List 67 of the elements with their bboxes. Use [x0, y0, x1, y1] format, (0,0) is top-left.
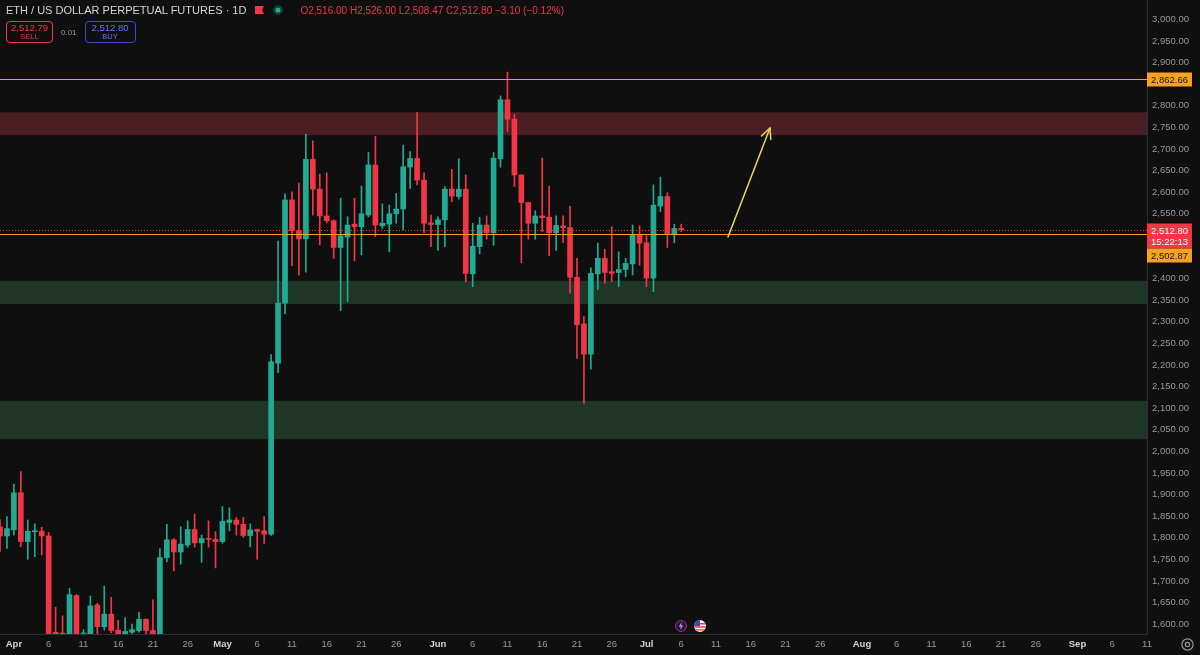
x-tick-label: 26	[814, 638, 826, 650]
x-tick-label: 6	[470, 638, 476, 650]
y-tick-label: 2,100.00	[1152, 401, 1189, 413]
ref-line-label: 2,502.87	[1151, 249, 1188, 261]
x-tick-label: Aug	[852, 638, 872, 650]
x-tick-label: 11	[287, 638, 297, 650]
y-tick-label: 2,950.00	[1152, 34, 1189, 46]
x-tick-label: 21	[356, 638, 367, 650]
y-tick-label: 1,700.00	[1152, 574, 1189, 586]
x-tick-label: 16	[960, 638, 972, 650]
x-tick-label: 16	[112, 638, 124, 650]
y-tick-label: 2,000.00	[1152, 444, 1189, 456]
x-tick-label: 26	[182, 638, 193, 650]
x-tick-label: 11	[502, 638, 513, 650]
x-tick-label: 21	[780, 638, 791, 650]
x-tick-label: 11	[78, 638, 89, 650]
x-tick-label: 11	[1142, 638, 1152, 650]
y-tick-label: 1,600.00	[1152, 617, 1189, 629]
x-tick-label: 6	[46, 638, 52, 650]
y-tick-label: 2,650.00	[1152, 164, 1189, 176]
y-tick-label: 2,800.00	[1152, 99, 1189, 111]
y-tick-label: 1,950.00	[1152, 466, 1189, 478]
x-tick-label: 26	[390, 638, 402, 650]
y-tick-label: 1,900.00	[1152, 488, 1189, 500]
y-tick-label: 2,350.00	[1152, 293, 1189, 305]
chart-subtitle: O2,516.00 H2,526.00 L2,508.47 C2,512.80 −3.10 (−0.12%)	[300, 4, 564, 16]
y-tick-label: 3,000.00	[1152, 13, 1189, 25]
annotation: 2,512.79	[11, 22, 48, 33]
x-tick-label: 21	[571, 638, 583, 650]
y-tick-label: 2,550.00	[1152, 207, 1189, 219]
y-tick-label: 2,600.00	[1152, 185, 1189, 197]
y-tick-label: 2,250.00	[1152, 336, 1189, 348]
annotation: 2,512.80	[91, 22, 129, 33]
chart-title: ETH / US DOLLAR PERPETUAL FUTURES · 1D	[6, 4, 247, 16]
ref-line-label: 2,862.66	[1151, 73, 1188, 85]
x-tick-label: 21	[147, 638, 159, 650]
x-tick-label: 6	[254, 638, 260, 650]
x-tick-label: 16	[321, 638, 333, 650]
y-tick-label: 1,800.00	[1152, 531, 1189, 543]
y-tick-label: 2,300.00	[1152, 315, 1189, 327]
x-tick-label: Jul	[639, 638, 654, 650]
y-tick-label: 2,200.00	[1152, 358, 1189, 370]
y-tick-label: 2,150.00	[1152, 380, 1189, 392]
x-tick-label: 16	[745, 638, 757, 650]
x-tick-label: Apr	[5, 638, 23, 650]
x-tick-label: 26	[606, 638, 618, 650]
ref-line-label: 2,512.80 15:22:13	[1151, 224, 1188, 247]
y-tick-label: 2,400.00	[1152, 272, 1189, 284]
y-tick-label: 2,050.00	[1152, 423, 1189, 435]
x-tick-label: 11	[926, 638, 937, 650]
x-tick-label: 11	[711, 638, 721, 650]
y-tick-label: 2,700.00	[1152, 142, 1189, 154]
y-tick-label: 1,850.00	[1152, 509, 1189, 521]
x-tick-label: 26	[1030, 638, 1042, 650]
y-tick-label: 1,750.00	[1152, 552, 1189, 564]
x-tick-label: Sep	[1068, 638, 1087, 650]
x-tick-label: 16	[536, 638, 548, 650]
x-tick-label: 6	[894, 638, 900, 650]
x-tick-label: 21	[995, 638, 1007, 650]
x-tick-label: May	[213, 638, 233, 650]
x-tick-label: 6	[678, 638, 684, 650]
y-tick-label: 2,750.00	[1152, 121, 1189, 133]
y-tick-label: 2,900.00	[1152, 56, 1189, 68]
x-tick-label: Jun	[429, 638, 447, 650]
annotation: 0.01	[61, 27, 77, 37]
x-tick-label: 6	[1109, 638, 1115, 650]
y-tick-label: 1,650.00	[1152, 596, 1189, 608]
